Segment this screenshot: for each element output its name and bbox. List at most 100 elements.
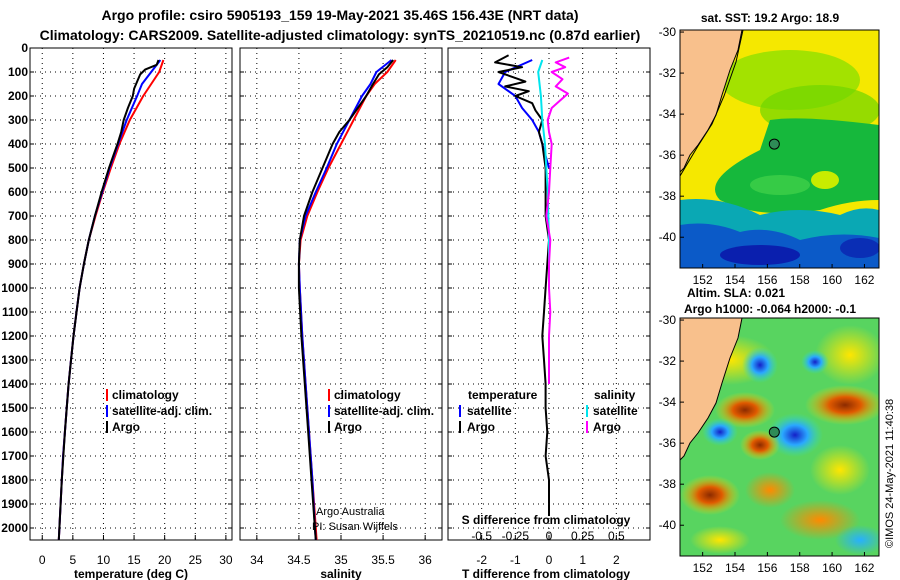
land-mass [680,30,743,173]
temperature-x-ticks: 0 5 10 15 20 25 30 [39,535,233,567]
depth-tick-label: 1700 [1,449,28,463]
legend-swatch-satellite [106,405,108,417]
map-lon-label: 154 [725,273,745,287]
credit-line-2: PI: Susan Wijffels [312,521,398,533]
series-line-s-argo [545,56,570,384]
depth-tick-label: 2000 [1,521,28,535]
legend-label-satellite: satellite-adj. clim. [112,404,212,418]
depth-tick-label: 1600 [1,425,28,439]
salinity-x-label: salinity [320,567,362,580]
map-lon-label: 156 [757,561,777,575]
map-lon-label: 162 [854,273,874,287]
salinity-diff-tick-label: -0.5 [471,529,492,543]
salinity-series [297,59,397,540]
argo-location-marker [768,426,780,438]
x-tick-label: -2 [476,553,487,567]
salinity-legend: climatology satellite-adj. clim. Argo [328,388,434,434]
depth-tick-label: 1800 [1,473,28,487]
depth-tick-label: 800 [8,233,28,247]
map-lat-label: -40 [659,230,677,244]
x-tick-label: 20 [158,553,172,567]
sla-map-title: Altim. SLA: 0.021 [687,286,785,300]
depth-tick-label: 1300 [1,353,28,367]
legend-swatch-argo [328,421,330,433]
map-lon-label: 154 [725,561,745,575]
map-lat-label: -36 [659,148,677,162]
sla-map-ticks: 152 154 156 158 160 162 -30 -32 -34 -36 -38 -40 [659,313,875,575]
x-tick-label: 36 [418,553,432,567]
depth-tick-label: 0 [21,41,28,55]
map-lon-label: 158 [790,273,810,287]
sst-map-frame [679,29,880,269]
temperature-panel: 0 5 10 15 20 25 30 temperature (deg C) climato… [29,47,233,580]
sst-map-image [680,30,879,268]
difference-x-ticks: -2 -1 0 1 2 [476,535,620,567]
legend-swatch-t-argo [459,421,461,433]
depth-tick-label: 600 [8,185,28,199]
x-tick-label: 15 [127,553,141,567]
legend-swatch-climatology [328,389,330,401]
temperature-x-label: temperature (deg C) [74,567,188,580]
depth-tick-label: 100 [8,65,28,79]
depth-tick-label: 1100 [2,305,28,319]
difference-panel: -2 -1 0 1 2 -0.5 -0.25 0 0.25 0.5 S difference f… [447,47,651,580]
legend-swatch-satellite [328,405,330,417]
timestamp: ©IMOS 24-May-2021 11:40:38 [884,399,896,548]
x-tick-label: 1 [579,553,586,567]
land-mass [680,318,743,461]
salinity-diff-tick-label: 0.25 [571,529,595,543]
map-lat-label: -38 [659,189,677,203]
header-line-1: Argo profile: csiro 5905193_159 19-May-2… [101,7,578,23]
x-tick-label: 35 [334,553,348,567]
x-tick-label: 0 [39,553,46,567]
map-lon-label: 158 [790,561,810,575]
x-tick-label: 34 [250,553,264,567]
depth-tick-label: 700 [8,209,28,223]
legend-label-t-argo: Argo [467,420,495,434]
temperature-grid [30,47,232,540]
temperature-plot-frame [29,47,233,541]
legend-label-climatology: climatology [334,388,401,402]
map-lat-label: -32 [659,66,677,80]
map-lon-label: 152 [693,273,713,287]
series-line-t-argo [494,54,550,516]
legend-swatch-s-satellite [586,405,588,417]
salinity-panel: 34 34.5 35 35.5 36 salinity climatology sate… [239,47,443,580]
map-lat-label: -30 [659,25,677,39]
salinity-diff-tick-label: 0.5 [608,529,625,543]
x-tick-label: 35.5 [371,553,395,567]
x-tick-label: 0 [546,553,553,567]
sst-map-ticks: 152 154 156 158 160 162 -30 -32 -34 -36 -38 -40 [659,25,875,287]
map-lon-label: 160 [822,273,842,287]
legend-swatch-climatology [106,389,108,401]
x-tick-label: 25 [189,553,203,567]
difference-series [494,54,570,516]
map-lat-label: -32 [659,354,677,368]
legend-swatch-t-satellite [459,405,461,417]
legend-label-t-satellite: satellite [467,404,512,418]
x-tick-label: 30 [219,553,233,567]
series-line-argo [57,59,160,540]
legend-label-argo: Argo [112,420,140,434]
depth-axis-labels: 0 100 200 300 400 500 600 700 800 900 1000 1100 1200… [1,41,28,535]
map-lat-label: -34 [659,395,677,409]
map-lat-label: -40 [659,518,677,532]
x-tick-label: 2 [613,553,620,567]
header-line-2: Climatology: CARS2009. Satellite-adjuste… [40,27,641,43]
temperature-series [57,59,165,540]
credit-line-1: Argo Australia [316,506,385,518]
legend-label-climatology: climatology [112,388,179,402]
sla-map-subtitle: Argo h1000: -0.064 h2000: -0.1 [684,302,856,316]
sla-map-image [680,318,879,556]
depth-tick-label: 500 [8,161,28,175]
map-lat-label: -30 [659,313,677,327]
depth-tick-label: 300 [8,113,28,127]
x-tick-label: 10 [97,553,111,567]
depth-tick-label: 1400 [1,377,28,391]
depth-tick-label: 400 [8,137,28,151]
temperature-difference-label: T difference from climatology [462,567,630,580]
map-lon-label: 162 [854,561,874,575]
map-lon-label: 152 [693,561,713,575]
depth-tick-label: 200 [8,89,28,103]
